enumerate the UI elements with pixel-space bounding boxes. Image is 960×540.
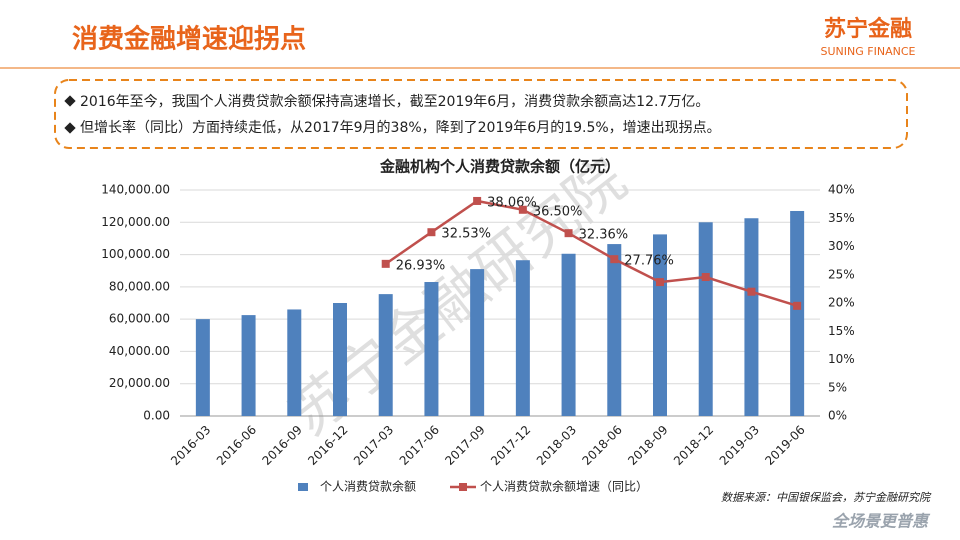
x-tick-label: 2019-03: [717, 423, 762, 468]
marker: [564, 229, 573, 238]
slide-title: 消费金融增速迎拐点: [72, 24, 306, 55]
x-tick-label: 2016-03: [168, 423, 213, 468]
y2-tick-label: 20%: [828, 296, 855, 310]
x-tick-label: 2017-03: [351, 423, 396, 468]
bar: [287, 309, 302, 416]
marker: [473, 196, 482, 205]
data-label: 27.76%: [624, 254, 674, 269]
legend-swatch: [298, 483, 308, 491]
marker: [427, 228, 436, 237]
data-label: 36.50%: [533, 204, 583, 219]
y-tick-label: 140,000.00: [101, 183, 170, 197]
y-tick-label: 60,000.00: [109, 312, 170, 326]
bullet-box: [54, 79, 908, 149]
bar: [378, 294, 393, 416]
watermark: 苏宁金融研究院: [277, 145, 639, 449]
bar: [790, 210, 805, 416]
bar: [424, 282, 439, 416]
marker: [381, 259, 390, 268]
bullet: 但增长率（同比）方面持续走低，从2017年9月的38%，降到了2019年6月的1…: [80, 119, 721, 136]
data-label: 26.93%: [396, 258, 446, 273]
data-label: 32.53%: [441, 227, 491, 242]
marker: [701, 273, 710, 282]
bullet: 2016年至今，我国个人消费贷款余额保持高速增长，截至2019年6月，消费贷款余…: [80, 93, 709, 110]
bar: [561, 253, 576, 416]
x-tick-label: 2018-09: [625, 423, 670, 468]
marker: [518, 205, 527, 214]
bar: [333, 303, 347, 416]
y-tick-label: 120,000.00: [101, 215, 170, 229]
bar: [515, 260, 530, 416]
y-tick-label: 100,000.00: [101, 247, 170, 261]
y2-tick-label: 35%: [828, 211, 855, 225]
x-tick-label: 2016-09: [260, 423, 305, 468]
data-label: 32.36%: [579, 228, 629, 243]
legend-label: 个人消费贷款余额: [320, 479, 416, 494]
y-tick-label: 80,000.00: [109, 279, 170, 293]
x-tick-label: 2018-12: [671, 423, 716, 468]
marker: [656, 278, 664, 287]
data-label: 38.06%: [487, 195, 537, 210]
y2-tick-label: 25%: [828, 267, 855, 281]
bullet-icon: [64, 95, 76, 107]
x-tick-label: 2016-06: [214, 423, 259, 468]
x-tick-label: 2019-06: [762, 423, 807, 468]
bar: [698, 222, 713, 416]
x-tick-label: 2018-06: [580, 423, 625, 468]
y2-tick-label: 0%: [828, 409, 847, 423]
y2-tick-label: 15%: [828, 324, 855, 338]
y2-tick-label: 10%: [828, 352, 855, 366]
bullet-icon: [64, 122, 76, 134]
footer-logo: 全场景更普惠: [832, 512, 931, 531]
y2-tick-label: 5%: [828, 380, 847, 394]
marker: [793, 301, 802, 310]
bar: [195, 319, 210, 416]
x-tick-label: 2017-09: [442, 423, 487, 468]
bar: [607, 244, 622, 416]
x-tick-label: 2018-03: [534, 423, 579, 468]
y2-tick-label: 30%: [828, 239, 855, 253]
y-tick-label: 0.00: [143, 409, 170, 423]
source: 数据来源：中国银保监会，苏宁金融研究院: [721, 491, 932, 504]
bar: [241, 315, 256, 416]
y2-tick-label: 40%: [828, 183, 855, 197]
legend-swatch: [459, 483, 467, 491]
x-tick-label: 2017-06: [397, 423, 442, 468]
y-tick-label: 20,000.00: [109, 376, 170, 390]
bar: [744, 218, 759, 416]
x-tick-label: 2017-12: [488, 423, 533, 468]
logo: 苏宁金融: [824, 16, 912, 42]
logo-sub: SUNING FINANCE: [821, 45, 916, 58]
marker: [747, 287, 756, 296]
y-tick-label: 40,000.00: [109, 344, 170, 358]
chart-title: 金融机构个人消费贷款余额（亿元）: [379, 158, 620, 176]
line: [385, 199, 798, 308]
marker: [610, 255, 619, 264]
legend-label: 个人消费贷款余额增速（同比）: [480, 479, 648, 494]
bar: [470, 269, 485, 416]
